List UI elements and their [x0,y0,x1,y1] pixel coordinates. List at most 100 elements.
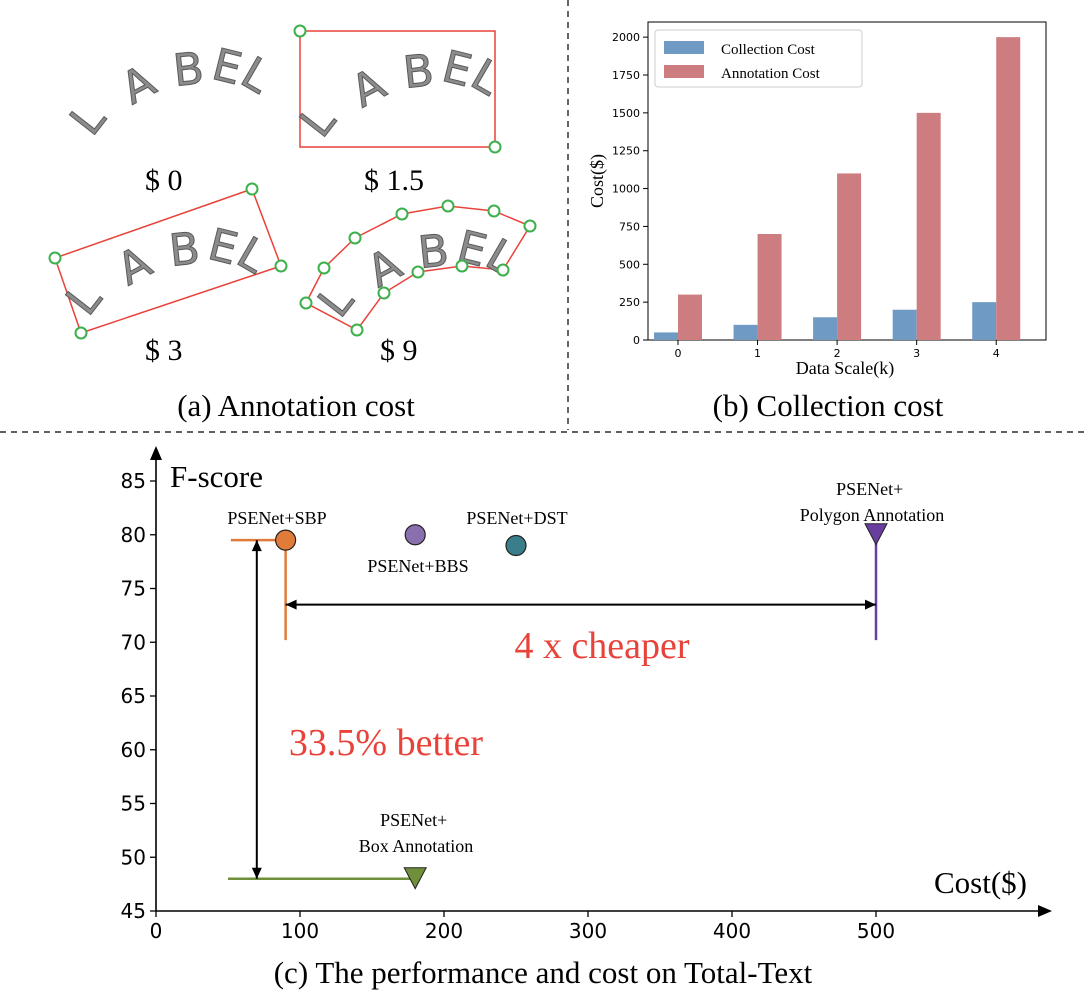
vertex-handle [245,182,259,196]
point-label: PSENet+ Polygon Annotation [800,479,945,525]
point-label-line: Polygon Annotation [800,505,945,525]
y-axis-ticks: 45 50 55 60 65 70 75 80 85 [121,469,156,923]
y-tick-label: 0 [633,334,640,347]
cost-label: $ 3 [145,334,183,367]
y-tick-label: 60 [121,738,146,762]
vertex-handle [74,326,88,340]
y-axis-title: F-score [170,459,263,494]
vertex-handle [274,259,288,273]
panel-caption: (b) Collection cost [713,388,944,423]
point-label: PSENet+DST [466,508,567,528]
word-glyph: L [290,96,346,147]
collection-cost-bar [813,317,838,340]
x-tick-label: 500 [857,919,895,943]
point-marker [404,524,426,546]
y-tick-label: 1500 [612,107,640,120]
y-tick-label: 250 [619,296,640,309]
vertex-handle [411,265,425,279]
vertex-handle [496,263,510,277]
word-glyph: L [60,94,116,145]
y-tick-label: 85 [121,469,146,493]
y-tick-label: 80 [121,523,146,547]
word-glyph: B [167,223,202,277]
x-tick-label: 2 [834,347,841,360]
triangle-marker [864,523,888,546]
vertex-handle [523,219,537,233]
fscore-double-arrow-head [251,867,262,879]
triangle-marker [403,867,428,890]
collection-cost-bar [892,309,917,340]
vertex-handle [488,140,502,154]
point-label: PSENet+ Box Annotation [359,810,474,856]
word-glyph: E [203,219,242,275]
word-glyph: A [109,237,160,296]
vertex-handle [348,231,362,245]
y-tick-label: 45 [121,899,146,923]
x-tick-label: 1 [754,347,761,360]
vertex-handle [441,199,455,213]
y-tick-label: 1000 [612,183,640,196]
legend: Collection Cost Annotation Cost [654,29,863,88]
cost-label: $ 1.5 [364,164,424,197]
data-points [275,523,888,890]
y-tick-label: 750 [619,220,640,233]
x-axis: 0 1 2 3 4 [675,340,1000,360]
fscore-double-arrow-head [251,540,262,552]
word-glyph: B [401,45,436,99]
y-tick-label: 70 [121,630,146,654]
legend-label: Collection Cost [721,42,816,58]
x-axis-title: Data Scale(k) [796,358,894,379]
x-tick-label: 0 [675,347,682,360]
bars [654,37,1021,341]
vertex-handle [455,259,469,273]
word-glyph: A [113,56,164,115]
annotation-cost-bar [837,173,862,340]
label-example-rectangle: L A B E L [290,24,510,154]
panel-a: L A B E L L A B E L L A B E L [48,24,537,423]
cost-double-arrow-head [285,599,297,610]
annotation-box [299,30,496,148]
x-tick-label: 200 [425,919,463,943]
word-glyph: L [56,274,112,325]
cost-double-arrow-head [865,599,876,610]
legend-frame [654,29,863,88]
x-tick-label: 300 [569,919,607,943]
y-tick-label: 1750 [612,69,640,82]
label-example-plain: L A B E L [60,39,280,146]
y-tick-label: 65 [121,684,146,708]
x-tick-label: 4 [993,347,1000,360]
collection-cost-bar [654,332,678,340]
y-tick-label: 2000 [612,31,640,44]
point-label-line: PSENet+ [836,479,903,499]
cost-label: $ 9 [380,334,418,367]
vertex-handle [487,204,501,218]
annotation-cost-bar [678,294,702,340]
legend-swatch [664,41,704,54]
point-label-line: PSENet+ [380,810,447,830]
y-axis-title: Cost($) [587,154,608,208]
vertex-handle [48,251,62,265]
x-axis-ticks: 0 100 200 300 400 500 [150,911,895,943]
point-marker [275,529,297,551]
x-axis-arrow-icon [1038,905,1052,917]
y-axis-arrow-icon [150,446,162,460]
annotation-cost-bar [916,112,941,340]
point-label: PSENet+SBP [227,508,326,528]
y-tick-label: 75 [121,577,146,601]
label-example-rotated-box: L A B E L [48,182,288,340]
vertex-handle [293,24,307,38]
annotation-cost-bar [996,37,1021,341]
vertex-handle [377,286,391,300]
y-tick-label: 50 [121,845,146,869]
y-tick-label: 1250 [612,145,640,158]
word-glyph: A [343,59,394,118]
legend-swatch [664,65,704,78]
guide-lines [228,534,878,880]
panel-c-scatter: 45 50 55 60 65 70 75 80 85 0 100 200 300 400 500 F-sc… [121,446,1052,990]
vertex-handle [317,261,331,275]
point-label: PSENet+BBS [367,556,468,576]
x-axis-title: Cost($) [934,865,1027,900]
panel-caption: (c) The performance and cost on Total-Te… [274,955,813,990]
label-example-polygon: L A B E L [299,199,537,337]
